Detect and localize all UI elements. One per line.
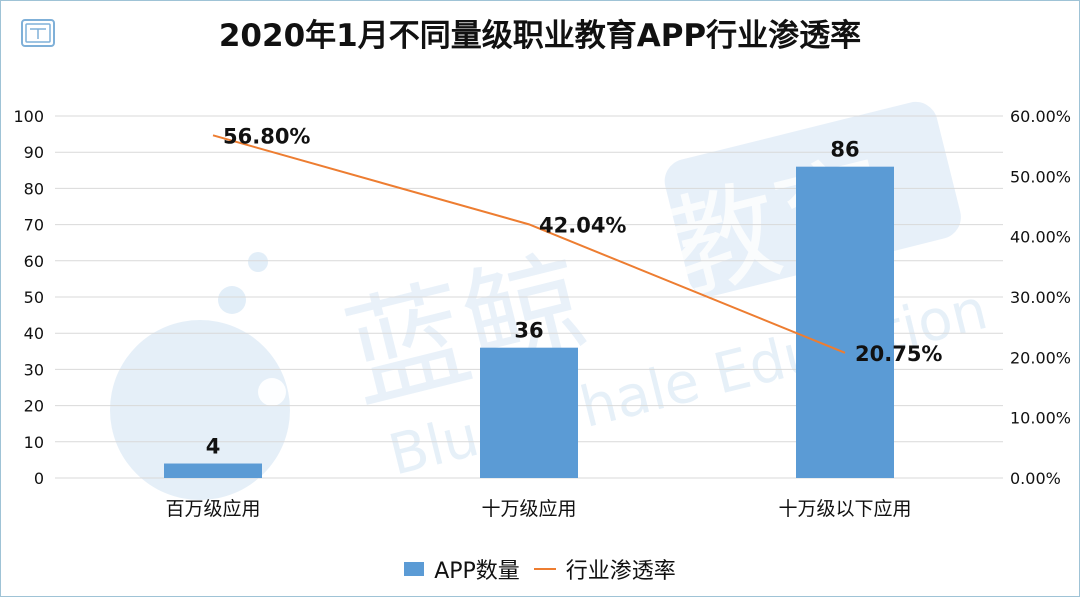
y-left-tick-label: 0	[34, 469, 44, 488]
y-right-tick-label: 10.00%	[1010, 409, 1071, 428]
line-data-label: 20.75%	[855, 342, 942, 366]
legend-item-app-count: APP数量	[404, 553, 520, 585]
y-left-tick-label: 20	[24, 397, 44, 416]
legend-item-penetration: 行业渗透率	[533, 553, 676, 585]
line-data-label: 56.80%	[223, 124, 310, 148]
x-category-label: 十万级以下应用	[778, 498, 911, 520]
watermark-dot-icon	[218, 286, 246, 314]
chart-title: 2020年1月不同量级职业教育APP行业渗透率	[218, 18, 862, 54]
bar-data-label: 36	[514, 319, 543, 343]
chart-legend: APP数量 行业渗透率	[0, 553, 1080, 585]
bar	[480, 347, 578, 478]
y-left-tick-label: 10	[24, 433, 44, 452]
x-category-label: 百万级应用	[165, 498, 260, 520]
y-left-tick-label: 30	[24, 360, 44, 379]
document-logo-icon	[21, 19, 55, 47]
legend-swatch-line	[533, 568, 556, 570]
watermark-eye-icon	[258, 378, 286, 406]
y-left-tick-label: 80	[24, 179, 44, 198]
y-left-tick-label: 40	[24, 324, 44, 343]
line-series-penetration	[212, 134, 846, 354]
legend-swatch-bar	[404, 562, 425, 576]
y-right-tick-label: 20.00%	[1010, 348, 1071, 367]
y-right-tick-label: 60.00%	[1010, 107, 1071, 126]
legend-label-app-count: APP数量	[434, 559, 520, 584]
y-right-tick-label: 30.00%	[1010, 288, 1071, 307]
watermark-drop-icon	[110, 320, 290, 500]
y-left-tick-label: 70	[24, 216, 44, 235]
y-left-tick-label: 100	[13, 107, 44, 126]
watermark-dot-icon	[248, 252, 268, 272]
y-left-tick-label: 60	[24, 252, 44, 271]
bar	[796, 166, 894, 478]
y-left-tick-label: 50	[24, 288, 44, 307]
y-right-tick-label: 0.00%	[1010, 469, 1061, 488]
bar-data-label: 86	[830, 138, 859, 162]
y-right-tick-label: 40.00%	[1010, 228, 1071, 247]
line-data-label: 42.04%	[539, 213, 626, 237]
bar-data-label: 4	[206, 435, 221, 459]
bar	[164, 463, 262, 478]
y-right-tick-label: 50.00%	[1010, 167, 1071, 186]
y-left-tick-label: 90	[24, 143, 44, 162]
legend-label-penetration: 行业渗透率	[565, 559, 676, 584]
x-category-label: 十万级应用	[481, 498, 576, 520]
